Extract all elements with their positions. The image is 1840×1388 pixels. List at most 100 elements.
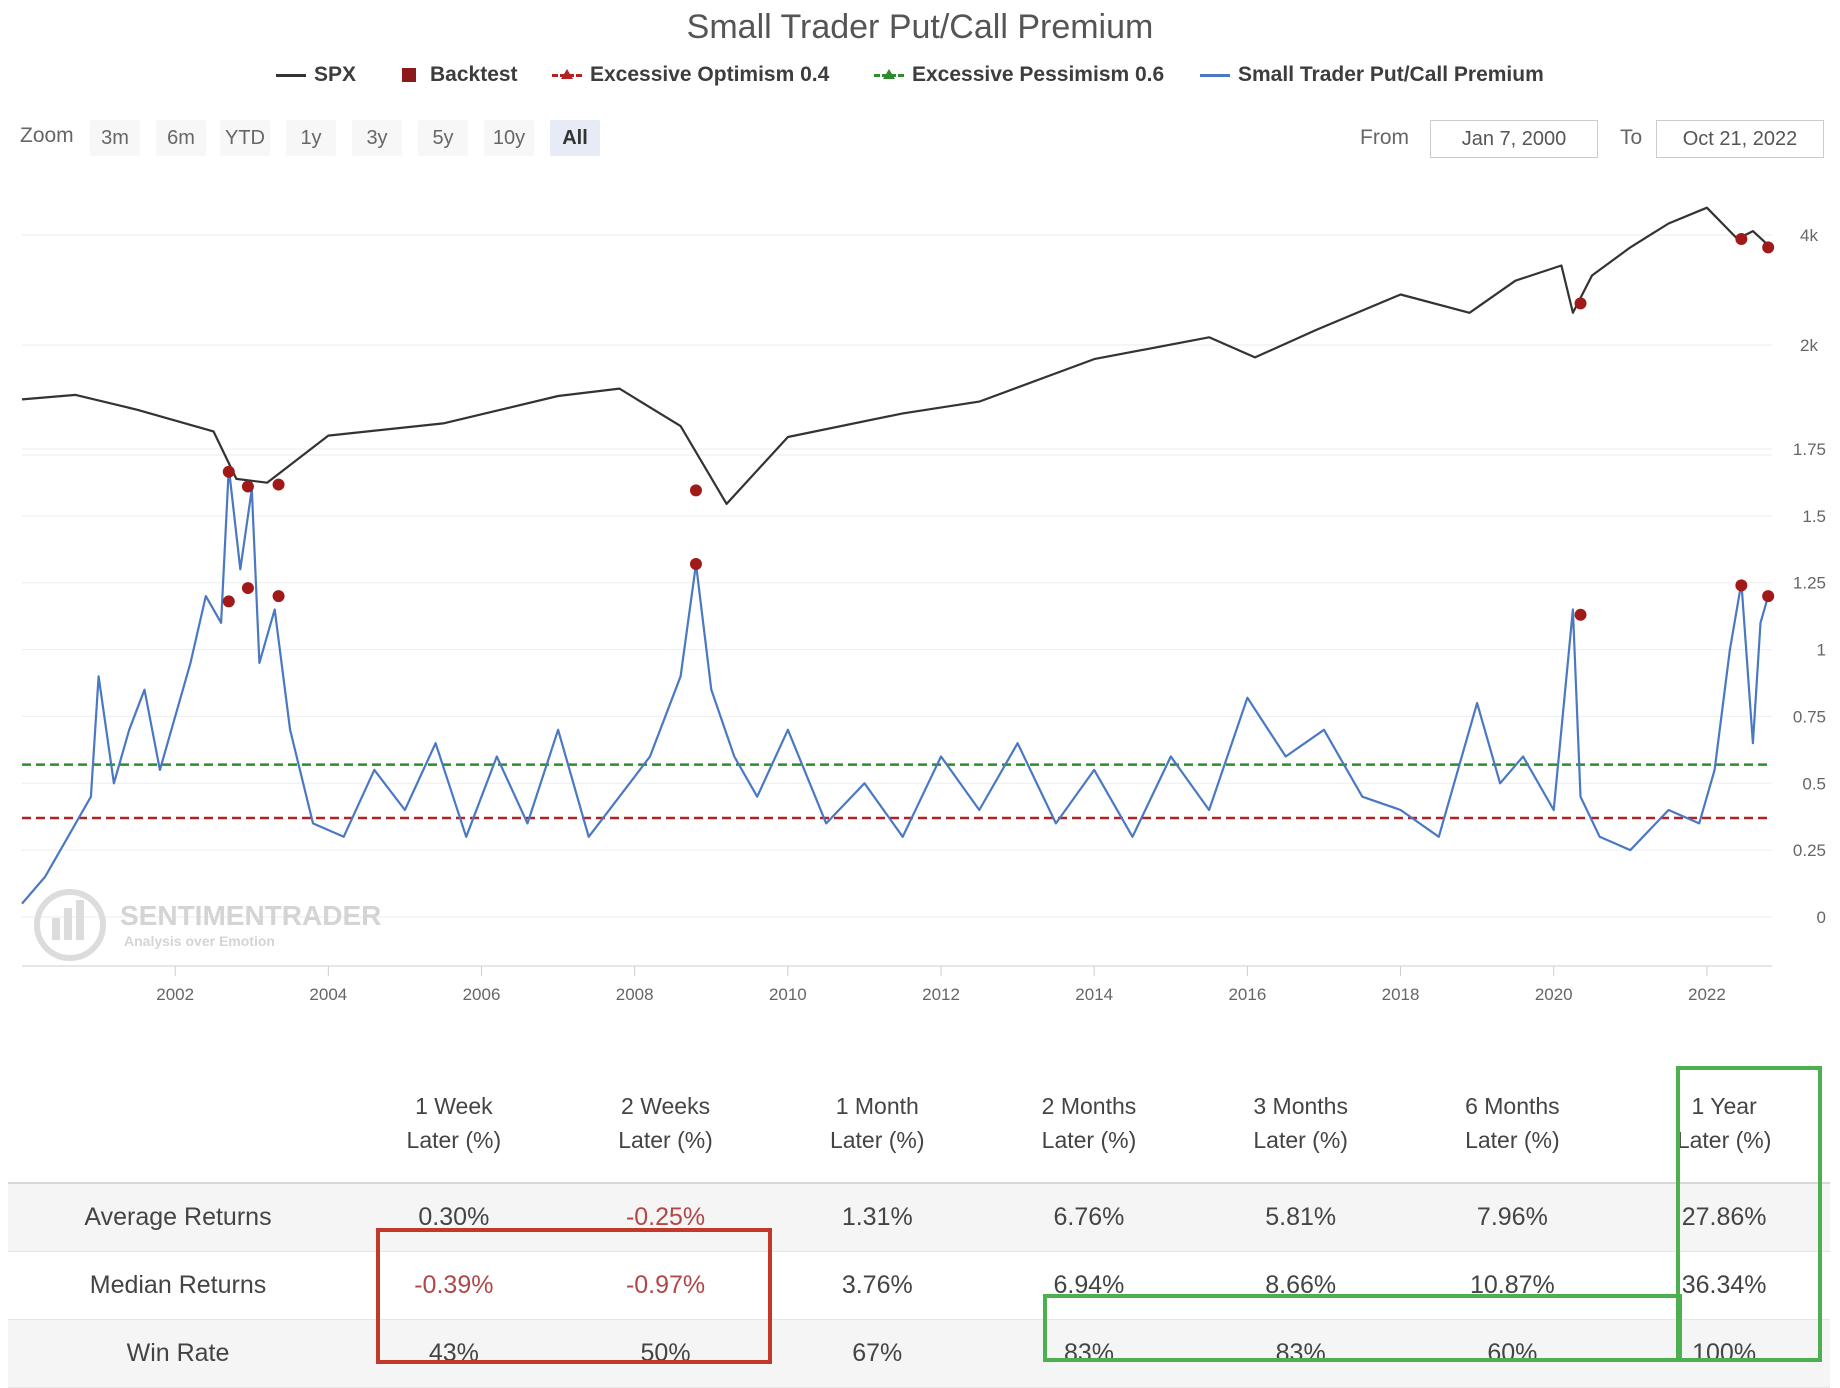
table-cell: 60% xyxy=(1406,1319,1619,1388)
put-call-series xyxy=(21,466,1770,905)
pcp-y-tick: 1.75 xyxy=(1793,440,1826,459)
pcp-backtest-marker xyxy=(272,590,285,603)
backtest-markers xyxy=(222,233,1775,621)
legend-swatch-icon xyxy=(874,69,904,79)
column-header-line: 1 Week xyxy=(415,1093,493,1119)
table-cell: 5.81% xyxy=(1194,1183,1407,1252)
spx-backtest-marker xyxy=(1574,297,1587,310)
zoom-button-all[interactable]: All xyxy=(550,120,600,156)
spx-backtest-marker xyxy=(272,478,285,491)
watermark: SENTIMENTRADER Analysis over Emotion xyxy=(34,889,381,961)
to-date-input[interactable]: Oct 21, 2022 xyxy=(1656,120,1824,158)
legend-label: Excessive Optimism 0.4 xyxy=(590,63,830,86)
pcp-y-tick: 0.25 xyxy=(1793,841,1826,860)
table-cell: 7.96% xyxy=(1406,1183,1619,1252)
watermark-logo-icon xyxy=(34,889,106,961)
table-header-row: 1 Week Later (%) 2 Weeks Later (%) 1 Month La… xyxy=(8,1064,1830,1183)
put-call-line xyxy=(21,466,1770,905)
column-header-line: 3 Months xyxy=(1253,1093,1348,1119)
pcp-y-tick: 0.75 xyxy=(1793,707,1826,726)
column-header: 3 Months Later (%) xyxy=(1195,1064,1407,1183)
pcp-y-tick: 0.5 xyxy=(1802,774,1826,793)
zoom-button-3m[interactable]: 3m xyxy=(90,120,140,156)
legend-triangle-icon xyxy=(561,69,573,79)
column-header: 2 Weeks Later (%) xyxy=(560,1064,772,1183)
column-header-line: Later (%) xyxy=(618,1127,713,1153)
from-date-input[interactable]: Jan 7, 2000 xyxy=(1430,120,1598,158)
zoom-button-5y[interactable]: 5y xyxy=(418,120,468,156)
results-table: 1 Week Later (%) 2 Weeks Later (%) 1 Month La… xyxy=(8,1064,1830,1388)
column-header-line: Later (%) xyxy=(1465,1127,1560,1153)
column-header-line: 6 Months xyxy=(1465,1093,1560,1119)
row-label: Average Returns xyxy=(8,1183,348,1252)
pcp-y-tick: 1 xyxy=(1817,641,1826,660)
x-tick-label: 2010 xyxy=(769,985,807,1004)
axes: 2k 4k 0 0.25 0.5 0.75 1 1.25 1.5 1.75 2002 2004 2006… xyxy=(22,226,1826,1004)
watermark-logo-bar xyxy=(52,918,60,940)
column-header-line: 2 Months xyxy=(1041,1093,1137,1119)
x-tick-label: 2002 xyxy=(156,985,194,1004)
zoom-button-3y[interactable]: 3y xyxy=(352,120,402,156)
table-cell: 6.76% xyxy=(983,1183,1195,1252)
column-header-line: 2 Weeks xyxy=(621,1093,711,1119)
x-tick-label: 2004 xyxy=(309,985,347,1004)
legend-label: SPX xyxy=(314,63,357,86)
pcp-backtest-marker xyxy=(241,582,254,595)
table-cell: 3.76% xyxy=(771,1251,984,1320)
legend-label: Backtest xyxy=(430,63,518,86)
column-header-line: Later (%) xyxy=(1253,1127,1348,1153)
spx-backtest-marker xyxy=(1762,241,1775,254)
table-cell: 67% xyxy=(771,1319,984,1388)
spx-backtest-marker xyxy=(222,465,235,478)
column-header-line: Later (%) xyxy=(1676,1127,1772,1153)
zoom-button-6m[interactable]: 6m xyxy=(156,120,206,156)
x-tick-label: 2014 xyxy=(1075,985,1113,1004)
zoom-button-10y[interactable]: 10y xyxy=(484,120,534,156)
table-cell: 50% xyxy=(559,1319,772,1388)
watermark-tagline: Analysis over Emotion xyxy=(124,933,275,949)
column-header-line: Later (%) xyxy=(1041,1127,1137,1153)
zoom-button-1y[interactable]: 1y xyxy=(286,120,336,156)
chart-plot-area: SENTIMENTRADER Analysis over Emotion 2k 4… xyxy=(21,206,1826,1004)
spx-backtest-marker xyxy=(1735,233,1748,246)
table-cell: -0.39% xyxy=(348,1251,560,1320)
pcp-y-tick: 0 xyxy=(1817,908,1826,927)
pcp-backtest-marker xyxy=(1735,579,1748,592)
column-header-line: Later (%) xyxy=(829,1127,925,1153)
legend-swatch-icon xyxy=(552,69,582,79)
pcp-backtest-marker xyxy=(689,557,702,570)
x-tick-label: 2016 xyxy=(1228,985,1266,1004)
spx-series xyxy=(21,206,1769,505)
column-header: 1 Month Later (%) xyxy=(771,1064,983,1183)
zoom-button-ytd[interactable]: YTD xyxy=(220,120,270,156)
pcp-backtest-marker xyxy=(1574,608,1587,621)
x-tick-label: 2020 xyxy=(1535,985,1573,1004)
legend: SPX Backtest Excessive Optimism 0.4 Excessi… xyxy=(0,60,1840,90)
watermark-name: SENTIMENTRADER xyxy=(120,900,381,931)
legend-swatch-icon xyxy=(402,68,416,82)
pcp-backtest-marker xyxy=(1762,590,1775,603)
legend-swatch-icon xyxy=(276,74,306,77)
table-cell: 10.87% xyxy=(1406,1251,1619,1320)
x-tick-label: 2022 xyxy=(1688,985,1726,1004)
spx-y-tick: 4k xyxy=(1800,226,1818,245)
x-tick-label: 2008 xyxy=(616,985,654,1004)
table-cell: 83% xyxy=(983,1319,1195,1388)
x-tick-label: 2006 xyxy=(463,985,501,1004)
pcp-y-tick: 1.25 xyxy=(1793,574,1826,593)
from-label: From xyxy=(1360,126,1409,149)
table-row: Win Rate 43% 50% 67% 83% 83% 60% 100% xyxy=(8,1319,1830,1388)
x-tick-label: 2012 xyxy=(922,985,960,1004)
spx-backtest-marker xyxy=(241,480,254,493)
table-row: Median Returns -0.39% -0.97% 3.76% 6.94% 8.66… xyxy=(8,1251,1830,1320)
pcp-backtest-marker xyxy=(222,595,235,608)
table-cell: 1.31% xyxy=(771,1183,984,1252)
table-cell: 8.66% xyxy=(1194,1251,1407,1320)
column-header-line: 1 Year xyxy=(1691,1093,1757,1119)
table-row: Average Returns 0.30% -0.25% 1.31% 6.76% 5.81… xyxy=(8,1183,1830,1252)
grid-layer xyxy=(22,234,1772,918)
legend-label: Small Trader Put/Call Premium xyxy=(1238,63,1544,86)
column-header: 1 Year Later (%) xyxy=(1618,1064,1830,1183)
table-corner xyxy=(8,1064,348,1183)
table-cell: 100% xyxy=(1618,1319,1830,1388)
